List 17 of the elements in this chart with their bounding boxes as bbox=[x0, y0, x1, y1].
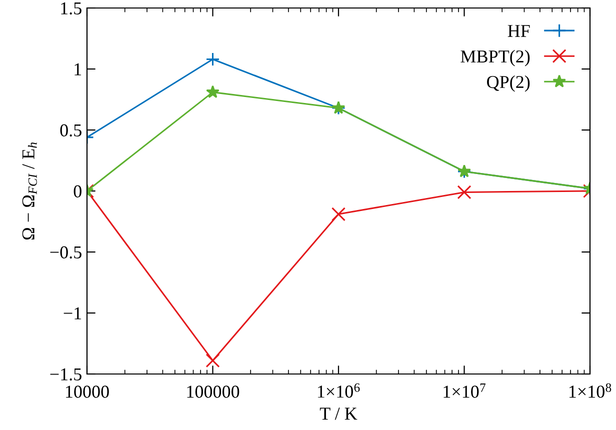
x-tick-label: 100000 bbox=[187, 386, 240, 398]
legend-label: QP(2) bbox=[487, 75, 530, 92]
y-axis-title: Ω − Ω$_{FCI}$ / E$_{h}$ bbox=[22, 142, 37, 240]
y-tick-label: −1 bbox=[64, 307, 82, 320]
x-tick-label: 1×10$^{8}$ bbox=[569, 383, 612, 398]
x-tick-label: 1×10$^{7}$ bbox=[444, 384, 486, 398]
x-tick-label: 1×10$^{6}$ bbox=[318, 383, 360, 398]
legend-label: HF bbox=[508, 25, 530, 37]
y-tick-label: −0.5 bbox=[50, 246, 82, 259]
legend-label: MBPT(2) bbox=[460, 50, 530, 66]
x-tick-label: 10000 bbox=[66, 386, 109, 398]
y-tick-label: 1 bbox=[74, 63, 82, 76]
y-tick-label: 1.5 bbox=[61, 2, 82, 15]
x-axis-title: T / K bbox=[320, 408, 358, 420]
y-tick-label: 0.5 bbox=[60, 124, 82, 137]
y-tick-label: −1.5 bbox=[50, 368, 82, 381]
y-tick-label: 0 bbox=[74, 185, 82, 198]
